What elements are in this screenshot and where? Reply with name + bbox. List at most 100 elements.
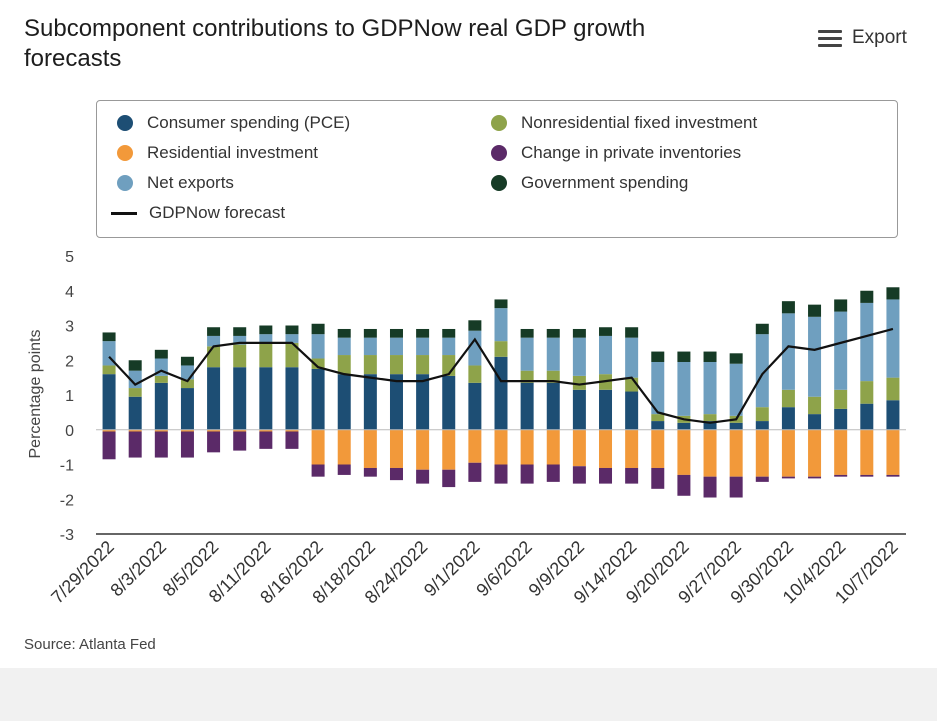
- bar-segment-nonres[interactable]: [337, 355, 351, 375]
- bar-segment-government[interactable]: [102, 332, 116, 342]
- bar-segment-inventories[interactable]: [337, 464, 351, 475]
- bar-segment-residential[interactable]: [389, 429, 403, 468]
- bar-segment-residential[interactable]: [651, 429, 665, 468]
- bar-segment-pce[interactable]: [285, 367, 299, 430]
- hamburger-menu-icon[interactable]: [818, 29, 842, 47]
- bar-segment-net-exports[interactable]: [207, 335, 221, 347]
- bar-segment-nonres[interactable]: [494, 341, 508, 357]
- bar-segment-nonres[interactable]: [468, 365, 482, 383]
- bar-segment-residential[interactable]: [520, 429, 534, 465]
- bar-segment-government[interactable]: [233, 327, 247, 336]
- bar-segment-net-exports[interactable]: [729, 363, 743, 416]
- bar-segment-nonres[interactable]: [311, 358, 325, 369]
- bar-segment-nonres[interactable]: [233, 344, 247, 368]
- export-button[interactable]: Export: [818, 24, 907, 52]
- bar-segment-residential[interactable]: [886, 429, 900, 475]
- bar-segment-pce[interactable]: [599, 389, 613, 430]
- bar-segment-residential[interactable]: [834, 429, 848, 475]
- bar-segment-government[interactable]: [729, 353, 743, 364]
- bar-segment-net-exports[interactable]: [233, 335, 247, 345]
- bar-segment-nonres[interactable]: [207, 346, 221, 368]
- bar-segment-government[interactable]: [755, 323, 769, 335]
- bar-segment-net-exports[interactable]: [520, 337, 534, 371]
- bar-segment-inventories[interactable]: [808, 476, 822, 479]
- bar-segment-pce[interactable]: [651, 421, 665, 430]
- bar-segment-residential[interactable]: [546, 429, 560, 465]
- bar-segment-government[interactable]: [389, 328, 403, 338]
- bar-segment-nonres[interactable]: [860, 381, 874, 404]
- bar-segment-pce[interactable]: [442, 375, 456, 430]
- bar-segment-net-exports[interactable]: [337, 337, 351, 356]
- bar-segment-net-exports[interactable]: [781, 313, 795, 390]
- bar-segment-government[interactable]: [886, 287, 900, 300]
- bar-segment-net-exports[interactable]: [572, 337, 586, 376]
- bar-segment-inventories[interactable]: [285, 431, 299, 449]
- bar-segment-nonres[interactable]: [781, 389, 795, 408]
- bar-segment-nonres[interactable]: [285, 342, 299, 368]
- bar-segment-residential[interactable]: [363, 429, 377, 468]
- bar-segment-government[interactable]: [703, 351, 717, 362]
- bar-segment-nonres[interactable]: [128, 388, 142, 397]
- bar-segment-government[interactable]: [651, 351, 665, 362]
- bar-segment-inventories[interactable]: [311, 464, 325, 477]
- bar-segment-inventories[interactable]: [651, 467, 665, 489]
- bar-segment-pce[interactable]: [363, 374, 377, 430]
- bar-segment-residential[interactable]: [416, 429, 430, 470]
- bar-segment-inventories[interactable]: [233, 431, 247, 451]
- bar-segment-net-exports[interactable]: [311, 334, 325, 359]
- bar-segment-inventories[interactable]: [416, 469, 430, 484]
- bar-segment-nonres[interactable]: [363, 355, 377, 375]
- bar-segment-pce[interactable]: [180, 388, 194, 430]
- bar-segment-inventories[interactable]: [363, 467, 377, 477]
- bar-segment-residential[interactable]: [285, 429, 299, 432]
- bar-segment-net-exports[interactable]: [755, 334, 769, 408]
- bar-segment-government[interactable]: [128, 360, 142, 371]
- bar-segment-government[interactable]: [259, 325, 273, 335]
- bar-segment-nonres[interactable]: [546, 370, 560, 383]
- bar-segment-residential[interactable]: [808, 429, 822, 477]
- bar-segment-net-exports[interactable]: [494, 308, 508, 342]
- bar-segment-nonres[interactable]: [572, 375, 586, 390]
- bar-segment-inventories[interactable]: [259, 431, 273, 449]
- bar-segment-government[interactable]: [599, 327, 613, 336]
- bar-segment-net-exports[interactable]: [259, 334, 273, 343]
- bar-segment-pce[interactable]: [102, 374, 116, 430]
- bar-segment-nonres[interactable]: [389, 355, 403, 375]
- bar-segment-pce[interactable]: [572, 389, 586, 430]
- legend-item-net-exports[interactable]: Net exports: [117, 173, 234, 193]
- bar-segment-pce[interactable]: [233, 367, 247, 430]
- bar-segment-residential[interactable]: [468, 429, 482, 463]
- bar-segment-residential[interactable]: [442, 429, 456, 470]
- bar-segment-net-exports[interactable]: [285, 334, 299, 343]
- bar-segment-pce[interactable]: [729, 422, 743, 430]
- legend-item-pce[interactable]: Consumer spending (PCE): [117, 113, 350, 133]
- bar-segment-pce[interactable]: [259, 367, 273, 430]
- legend-item-residential[interactable]: Residential investment: [117, 143, 318, 163]
- bar-segment-pce[interactable]: [546, 382, 560, 430]
- bar-segment-pce[interactable]: [860, 403, 874, 430]
- bar-segment-inventories[interactable]: [154, 431, 168, 458]
- bar-segment-pce[interactable]: [808, 414, 822, 430]
- bar-segment-government[interactable]: [494, 299, 508, 309]
- bar-segment-inventories[interactable]: [389, 467, 403, 481]
- bar-segment-residential[interactable]: [233, 429, 247, 432]
- bar-segment-net-exports[interactable]: [389, 337, 403, 356]
- bar-segment-government[interactable]: [677, 351, 691, 362]
- bar-segment-net-exports[interactable]: [677, 361, 691, 416]
- bar-segment-government[interactable]: [808, 304, 822, 317]
- bar-segment-pce[interactable]: [389, 374, 403, 430]
- bar-segment-nonres[interactable]: [834, 389, 848, 409]
- bar-segment-inventories[interactable]: [677, 474, 691, 496]
- bar-segment-inventories[interactable]: [546, 464, 560, 482]
- bar-segment-net-exports[interactable]: [180, 365, 194, 380]
- legend-item-nonres[interactable]: Nonresidential fixed investment: [491, 113, 757, 133]
- bar-segment-government[interactable]: [781, 301, 795, 314]
- bar-segment-residential[interactable]: [625, 429, 639, 468]
- bar-segment-residential[interactable]: [729, 429, 743, 477]
- bar-segment-pce[interactable]: [468, 382, 482, 430]
- bar-segment-nonres[interactable]: [886, 377, 900, 401]
- bar-segment-net-exports[interactable]: [860, 302, 874, 382]
- bar-segment-nonres[interactable]: [259, 342, 273, 368]
- bar-segment-government[interactable]: [546, 328, 560, 338]
- bar-segment-pce[interactable]: [311, 368, 325, 430]
